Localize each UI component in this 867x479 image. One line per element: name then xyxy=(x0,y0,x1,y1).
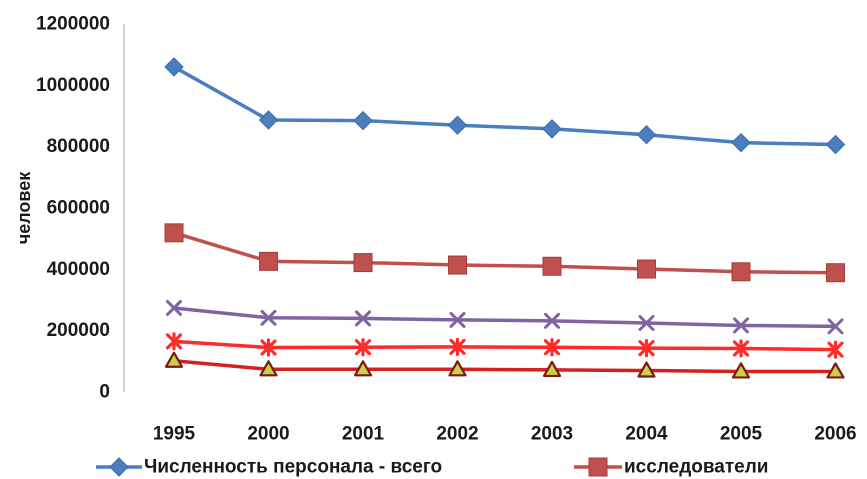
series-layer xyxy=(164,57,846,379)
data-point xyxy=(637,259,656,279)
legend-label: Численность персонала - всего xyxy=(144,457,442,478)
y-tick-label: 600000 xyxy=(47,198,110,219)
y-tick-label: 1200000 xyxy=(36,14,110,35)
data-point xyxy=(260,309,277,326)
data-point xyxy=(165,332,183,351)
legend-item: исследователи xyxy=(574,457,769,478)
data-point xyxy=(164,57,184,77)
data-point xyxy=(636,124,657,145)
x-tick-label: 2003 xyxy=(531,424,573,445)
data-point xyxy=(447,115,468,135)
legend-item: Численность персонала - всего xyxy=(96,457,442,478)
data-point xyxy=(544,312,560,329)
data-point xyxy=(826,362,845,379)
data-point xyxy=(449,311,466,328)
data-point xyxy=(260,338,277,357)
y-tick-label: 400000 xyxy=(47,259,110,280)
data-point xyxy=(353,360,373,377)
data-point xyxy=(259,360,278,377)
data-point xyxy=(542,256,562,276)
y-tick-label: 200000 xyxy=(47,320,110,341)
y-axis-label: человек xyxy=(14,171,34,244)
data-point xyxy=(731,132,751,153)
data-point xyxy=(733,317,749,334)
legend: Численность персонала - всего исследовате… xyxy=(96,457,769,478)
data-point xyxy=(732,339,750,358)
data-point xyxy=(637,361,656,378)
x-tick-label: 2004 xyxy=(625,424,668,445)
data-point xyxy=(827,340,844,359)
y-tick-label: 1000000 xyxy=(36,75,110,96)
x-tick-label: 2000 xyxy=(247,424,289,445)
legend-marker xyxy=(109,457,129,477)
data-point xyxy=(731,262,751,282)
series-line xyxy=(172,339,838,352)
data-point xyxy=(259,251,278,271)
data-point xyxy=(542,360,562,378)
data-point xyxy=(448,360,467,377)
series-4 xyxy=(164,351,845,379)
series-line xyxy=(172,231,838,275)
legend-label: исследователи xyxy=(624,457,769,478)
data-point xyxy=(166,299,182,316)
data-point xyxy=(164,351,184,368)
series-2 xyxy=(166,299,844,335)
y-tick-label: 0 xyxy=(99,382,110,403)
data-point xyxy=(449,337,466,357)
series-line xyxy=(172,306,838,329)
data-point xyxy=(542,119,562,139)
x-tick-label: 1995 xyxy=(153,424,196,445)
series-3 xyxy=(165,332,844,359)
data-point xyxy=(638,315,655,331)
data-point xyxy=(355,310,371,327)
data-point xyxy=(164,223,184,243)
data-point xyxy=(353,253,373,273)
series-line xyxy=(172,65,838,147)
y-tick-labels: 0 200000 400000 600000 800000 1000000 1200000 xyxy=(36,14,110,403)
series-0 xyxy=(164,57,846,155)
x-tick-labels: 1995 2000 2001 2002 2003 2004 2005 2006 xyxy=(153,424,857,445)
series-line xyxy=(172,358,838,374)
data-point xyxy=(543,338,561,357)
data-point xyxy=(354,338,372,357)
x-tick-label: 2002 xyxy=(436,424,478,445)
series-1 xyxy=(164,223,845,283)
data-point xyxy=(827,318,844,335)
x-tick-label: 2005 xyxy=(720,424,763,445)
y-tick-label: 800000 xyxy=(47,136,110,157)
data-point xyxy=(258,110,279,130)
data-point xyxy=(448,255,467,275)
data-point xyxy=(731,362,751,379)
data-point xyxy=(825,134,846,155)
data-point xyxy=(638,339,655,358)
x-tick-label: 2001 xyxy=(342,424,385,445)
legend-marker xyxy=(588,457,608,477)
data-point xyxy=(826,263,845,283)
x-tick-label: 2006 xyxy=(814,424,856,445)
data-point xyxy=(353,110,373,131)
